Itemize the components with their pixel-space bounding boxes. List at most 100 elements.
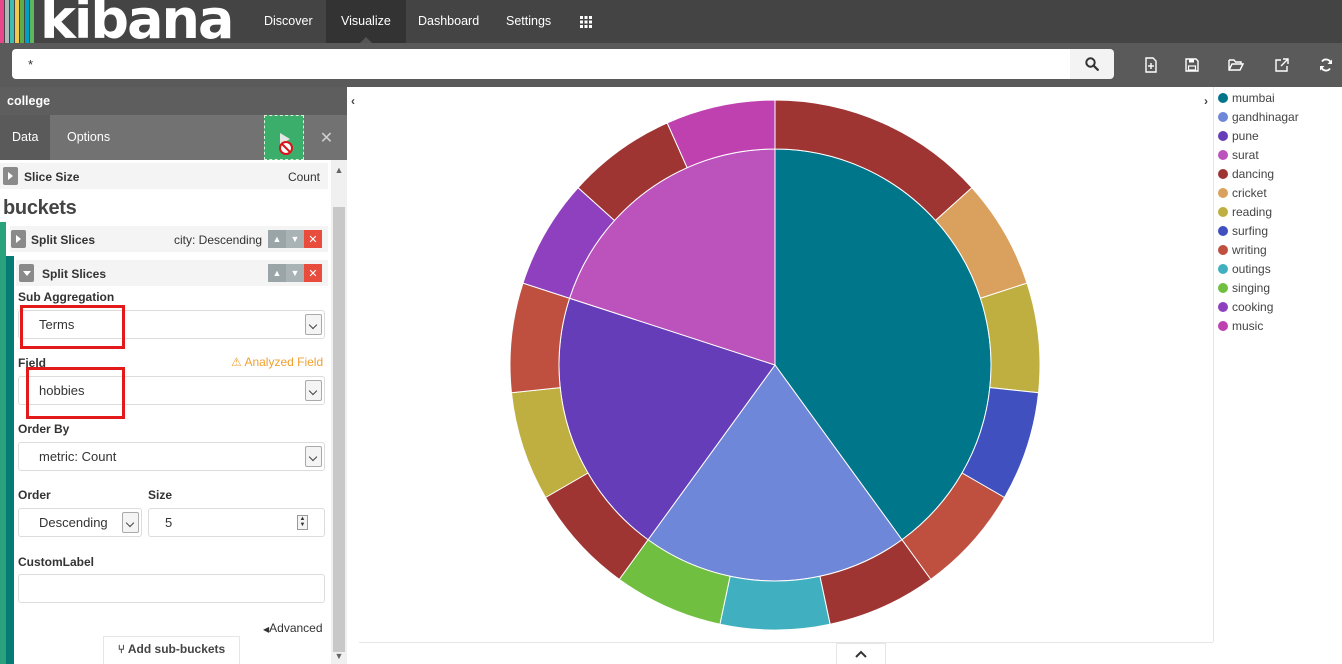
search-input[interactable] <box>12 49 1070 79</box>
kibana-logo[interactable]: kibana <box>0 0 249 43</box>
legend-item-singing[interactable]: singing <box>1218 278 1270 297</box>
legend-label: mumbai <box>1232 90 1275 105</box>
legend-item-surat[interactable]: surat <box>1218 145 1259 164</box>
legend-color-dot <box>1218 206 1228 217</box>
order-select[interactable]: Descending <box>18 508 142 537</box>
apps-grid-icon[interactable] <box>565 0 607 43</box>
sub-bucket-indicator-bar <box>6 256 14 664</box>
apply-changes-button[interactable] <box>264 115 304 160</box>
metric-row[interactable]: Slice Size Count <box>0 163 328 189</box>
legend-item-reading[interactable]: reading <box>1218 202 1272 221</box>
legend-item-gandhinagar[interactable]: gandhinagar <box>1218 107 1299 126</box>
order-by-select[interactable]: metric: Count <box>18 442 325 471</box>
legend-label: surfing <box>1232 223 1269 238</box>
visualization-area <box>359 87 1199 642</box>
legend-toggle-chevron-icon[interactable]: › <box>1204 94 1208 108</box>
sub-bucket-agg-row[interactable]: Split Slices ▲ ▼ ✕ <box>16 260 328 286</box>
search-button[interactable] <box>1070 49 1114 79</box>
custom-label-input[interactable] <box>18 574 325 603</box>
sub-aggregation-label: Sub Aggregation <box>18 290 115 304</box>
legend-label: dancing <box>1232 166 1275 181</box>
legend-label: music <box>1232 318 1264 333</box>
collapse-sidebar-chevron-icon[interactable]: ‹ <box>351 94 355 108</box>
discard-button[interactable]: ✕ <box>306 115 347 160</box>
legend-item-surfing[interactable]: surfing <box>1218 221 1268 240</box>
tab-data[interactable]: Data <box>0 115 51 160</box>
custom-label-label: CustomLabel <box>18 555 95 569</box>
size-value: 5 <box>165 515 173 530</box>
move-down-icon[interactable]: ▼ <box>286 264 304 282</box>
chevron-down-icon <box>305 380 322 401</box>
warning-icon: ⚠ <box>231 355 242 369</box>
pie-chart <box>509 99 1041 631</box>
legend-label: writing <box>1232 242 1267 257</box>
order-label: Order <box>18 488 51 502</box>
legend-item-outings[interactable]: outings <box>1218 259 1271 278</box>
add-sub-buckets-button[interactable]: ⑂ Add sub-buckets <box>103 636 240 664</box>
legend-color-dot <box>1218 130 1228 141</box>
advanced-toggle[interactable]: ◀Advanced <box>263 621 323 635</box>
legend-label: cricket <box>1232 185 1267 200</box>
bucket-agg-row[interactable]: Split Slices city: Descending ▲ ▼ ✕ <box>10 226 328 252</box>
size-input[interactable]: 5 ▲ ▼ <box>148 508 325 537</box>
legend-item-mumbai[interactable]: mumbai <box>1218 88 1275 107</box>
move-up-icon[interactable]: ▲ <box>268 264 286 282</box>
legend-item-cooking[interactable]: cooking <box>1218 297 1273 316</box>
legend-color-dot <box>1218 92 1228 103</box>
play-disabled-icon <box>279 133 293 155</box>
scroll-up-arrow-icon[interactable]: ▲ <box>334 165 344 175</box>
new-visualization-icon[interactable] <box>1142 56 1160 74</box>
highlight-box <box>26 367 125 419</box>
legend-color-dot <box>1218 149 1228 160</box>
legend-label: pune <box>1232 128 1259 143</box>
remove-icon[interactable]: ✕ <box>304 264 322 282</box>
expand-caret-icon[interactable] <box>3 167 18 185</box>
legend-item-dancing[interactable]: dancing <box>1218 164 1274 183</box>
field-select[interactable]: hobbies <box>18 376 325 405</box>
legend-item-pune[interactable]: pune <box>1218 126 1259 145</box>
logo-stripe <box>5 0 9 43</box>
nav-dashboard[interactable]: Dashboard <box>418 14 480 28</box>
query-bar <box>0 43 1342 87</box>
refresh-icon[interactable] <box>1317 56 1335 74</box>
legend-item-cricket[interactable]: cricket <box>1218 183 1267 202</box>
legend-item-writing[interactable]: writing <box>1218 240 1267 259</box>
legend-color-dot <box>1218 111 1228 122</box>
move-down-icon[interactable]: ▼ <box>286 230 304 248</box>
logo-text: kibana <box>40 0 234 43</box>
sub-aggregation-value: Terms <box>39 317 75 332</box>
logo-stripe <box>10 0 14 43</box>
legend-label: reading <box>1232 204 1273 219</box>
field-label: Field <box>18 356 47 370</box>
legend-item-music[interactable]: music <box>1218 316 1263 335</box>
nav-visualize[interactable]: Visualize <box>326 0 406 43</box>
spinner-icon[interactable]: ▲ ▼ <box>297 515 308 530</box>
expand-caret-icon[interactable] <box>11 230 26 248</box>
sub-bucket-agg-controls: ▲ ▼ ✕ <box>268 264 322 282</box>
pie-slice-gandhinagar-outings[interactable] <box>719 575 831 631</box>
field-value: hobbies <box>39 383 85 398</box>
expand-spy-panel-button[interactable] <box>836 643 886 664</box>
nav-discover[interactable]: Discover <box>264 14 313 28</box>
logo-stripe <box>25 0 29 43</box>
scroll-thumb[interactable] <box>333 207 345 652</box>
move-up-icon[interactable]: ▲ <box>268 230 286 248</box>
legend-color-dot <box>1218 187 1228 198</box>
legend-color-dot <box>1218 225 1228 236</box>
scroll-down-arrow-icon[interactable]: ▼ <box>334 651 344 661</box>
nav-settings[interactable]: Settings <box>506 14 552 28</box>
pie-slice-surat-music[interactable] <box>666 99 776 169</box>
remove-icon[interactable]: ✕ <box>304 230 322 248</box>
open-folder-icon[interactable] <box>1227 56 1245 74</box>
legend-label: gandhinagar <box>1232 109 1299 124</box>
tab-options[interactable]: Options <box>67 130 111 144</box>
collapse-caret-icon[interactable] <box>19 264 34 282</box>
share-icon[interactable] <box>1273 56 1291 74</box>
search-icon <box>1085 57 1099 71</box>
chevron-down-icon <box>305 314 322 335</box>
order-value: Descending <box>39 515 108 530</box>
legend-label: surat <box>1232 147 1259 162</box>
bucket-agg-label: Split Slices <box>31 233 96 247</box>
sub-aggregation-select[interactable]: Terms <box>18 310 325 339</box>
save-icon[interactable] <box>1183 56 1201 74</box>
